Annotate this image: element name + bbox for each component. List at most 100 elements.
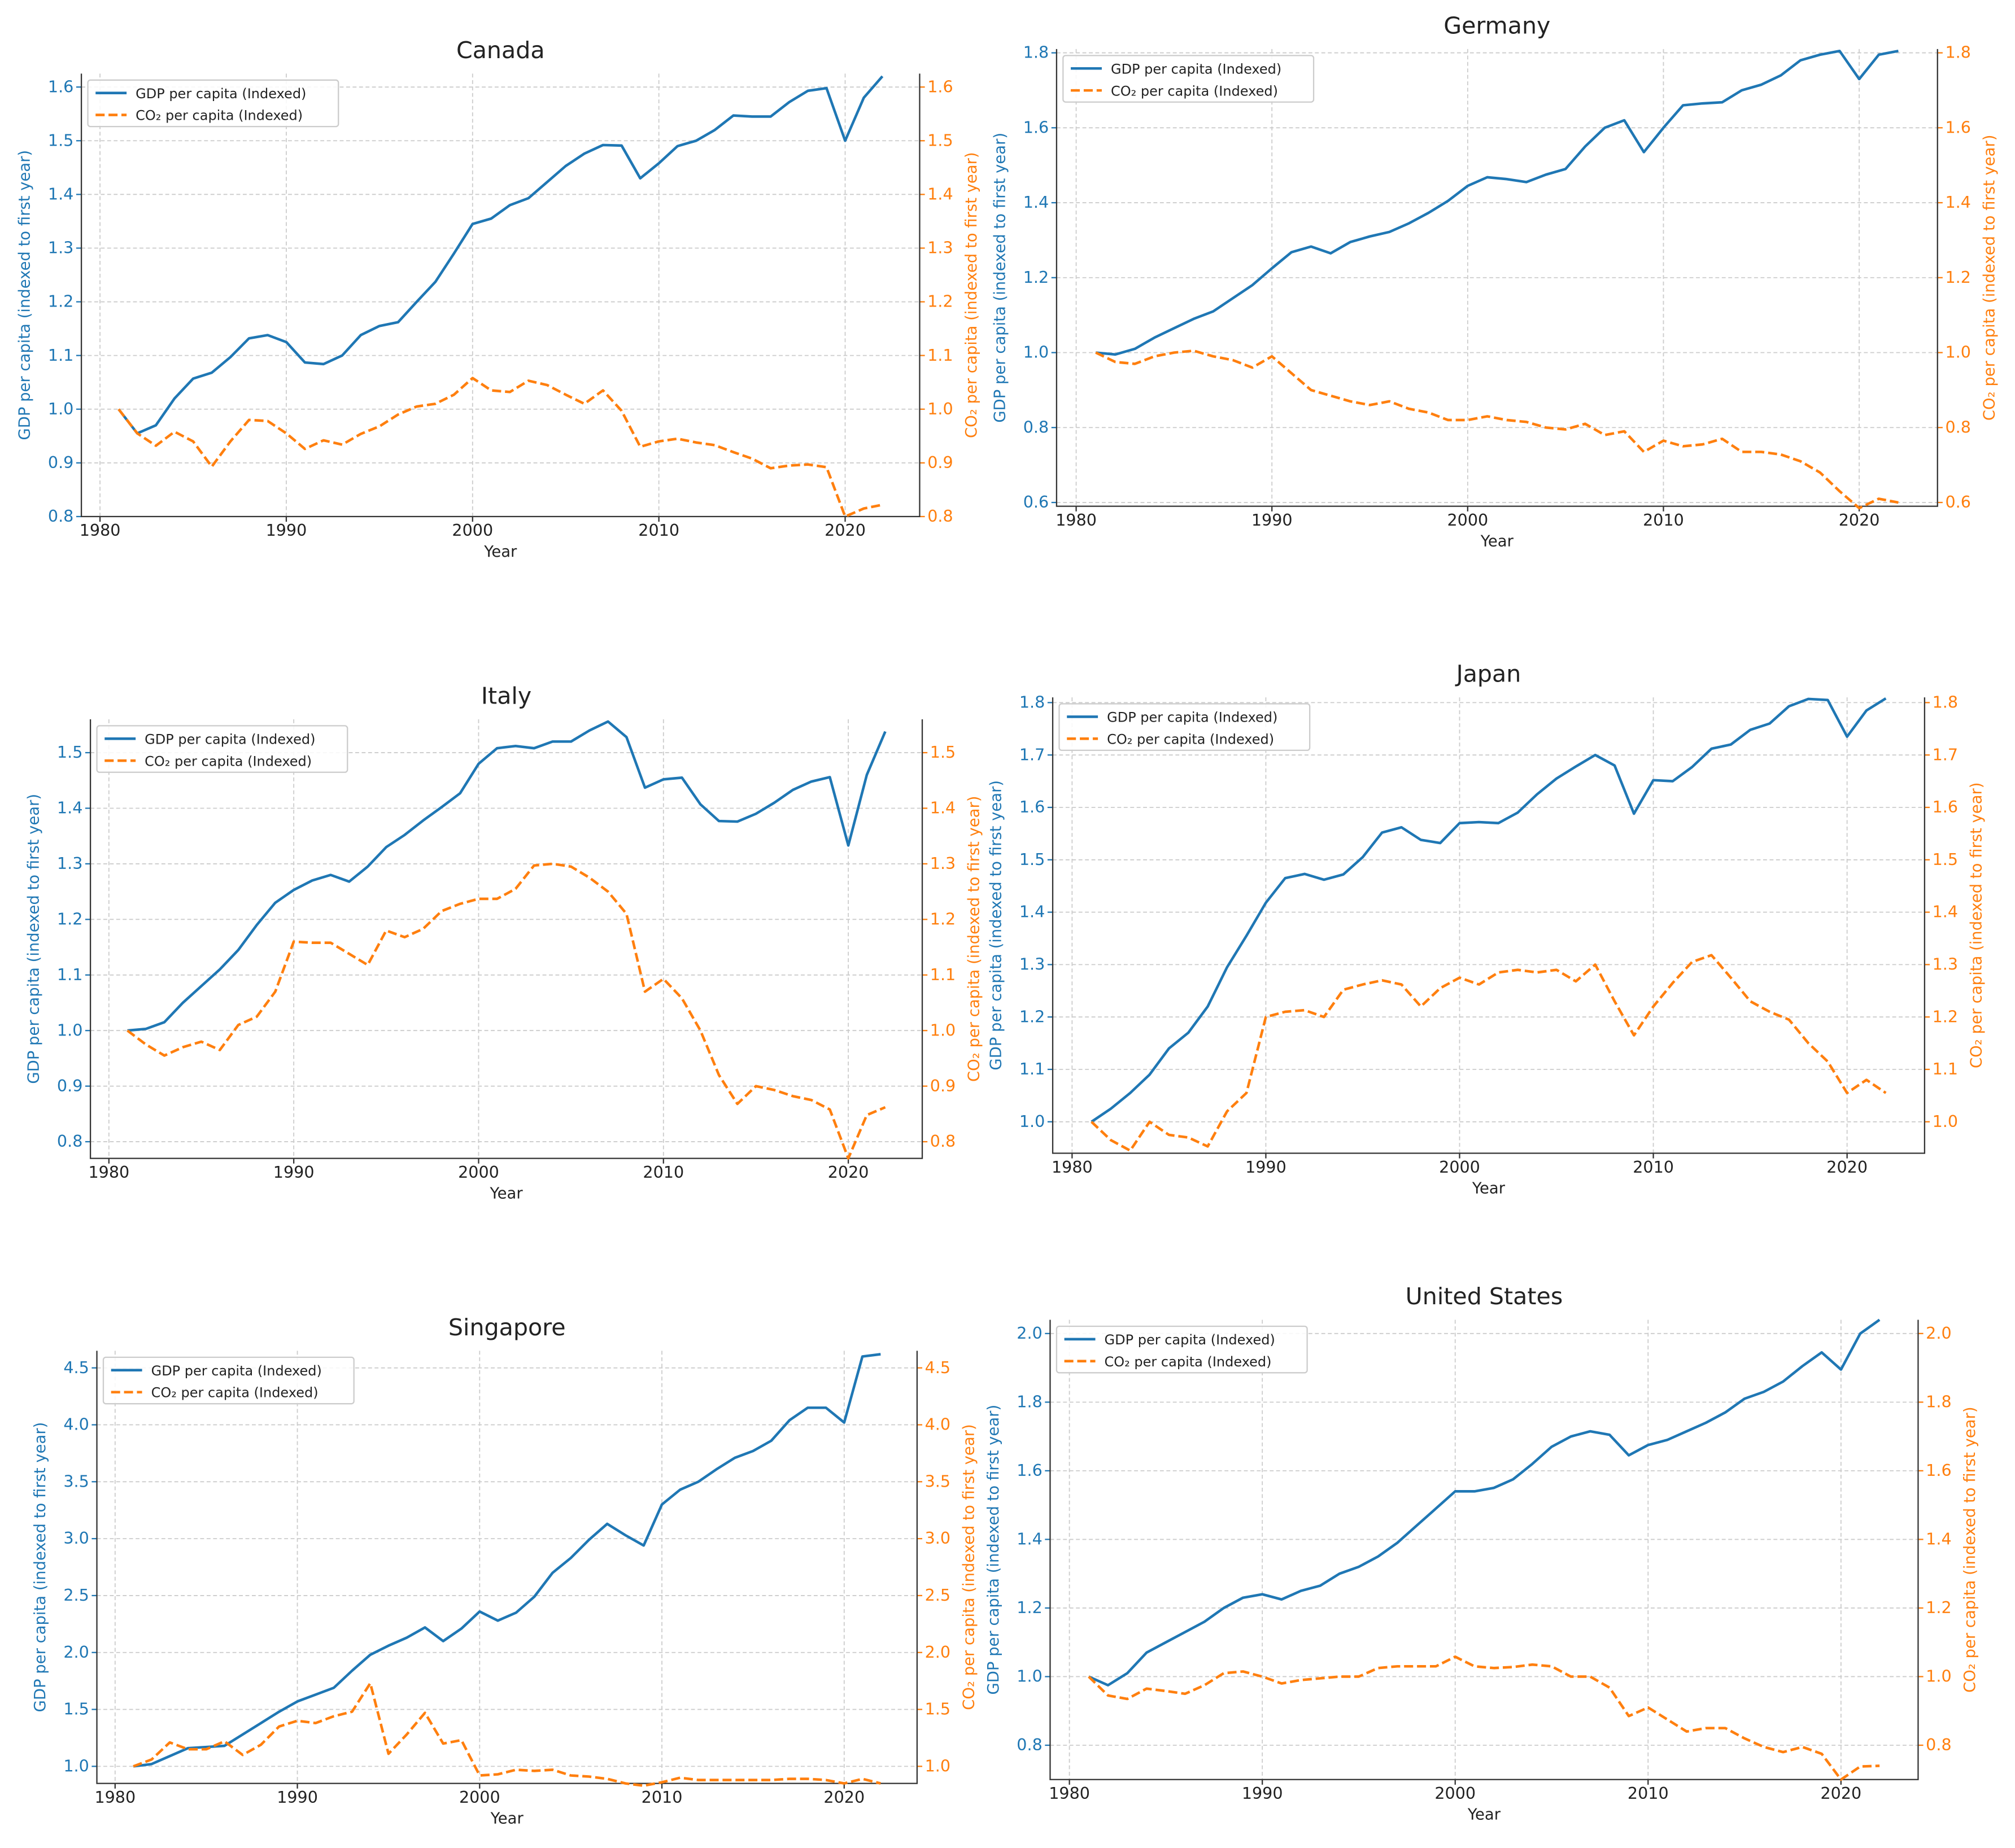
- y2-tick-label: 0.6: [1945, 492, 1970, 512]
- x-tick-label: 2020: [828, 1163, 869, 1182]
- y-tick-label: 1.3: [57, 854, 82, 873]
- y-axis-label: GDP per capita (indexed to first year): [25, 794, 43, 1084]
- axis-spine: [89, 719, 923, 1159]
- y2-tick-label: 3.0: [925, 1528, 950, 1548]
- y-tick-label: 1.6: [1019, 797, 1045, 816]
- y2-tick-label: 1.6: [1926, 1461, 1951, 1480]
- legend-box: [102, 1356, 355, 1405]
- x-tick-label: 1990: [277, 1788, 318, 1807]
- y-tick-label: 1.8: [1023, 43, 1049, 62]
- x-tick-label: 2020: [1839, 510, 1880, 530]
- x-tick-label: 2020: [823, 1788, 865, 1807]
- chart-title: United States: [1406, 1283, 1563, 1310]
- y-tick-label: 1.5: [48, 130, 73, 150]
- x-axis-label: Year: [1472, 1179, 1506, 1197]
- x-tick-label: 2020: [825, 521, 866, 540]
- y2-tick-label: 1.4: [1926, 1530, 1951, 1549]
- y2-tick-label: 1.6: [1945, 117, 1970, 137]
- y2-tick-label: 0.8: [1945, 417, 1970, 436]
- x-tick-label: 2000: [1439, 1157, 1480, 1177]
- x-axis-label: Year: [490, 1185, 524, 1203]
- y2-tick-label: 1.8: [1926, 1392, 1951, 1412]
- y2-tick-label: 1.3: [1933, 955, 1958, 974]
- y-tick-label: 0.9: [57, 1076, 82, 1095]
- y-axis-label: GDP per capita (indexed to first year): [16, 150, 34, 440]
- y-tick-label: 1.5: [63, 1700, 89, 1719]
- chart-title: Canada: [456, 37, 545, 64]
- legend-label: CO₂ per capita (Indexed): [136, 108, 303, 124]
- y-tick-label: 0.6: [1023, 492, 1049, 512]
- y2-tick-label: 1.2: [1933, 1007, 1958, 1026]
- y2-tick-label: 0.8: [1926, 1735, 1951, 1754]
- y2-tick-label: 0.9: [927, 453, 953, 472]
- y-tick-label: 1.5: [1019, 850, 1045, 869]
- y-tick-label: 1.4: [1019, 902, 1045, 921]
- x-tick-label: 2000: [458, 1163, 499, 1182]
- y-tick-label: 3.5: [63, 1471, 89, 1491]
- x-tick-label: 2010: [642, 1788, 683, 1807]
- legend-label: GDP per capita (Indexed): [1111, 61, 1281, 77]
- y2-tick-label: 1.3: [930, 854, 956, 873]
- series-line: [1091, 954, 1887, 1152]
- x-axis-label: Year: [1480, 533, 1514, 551]
- y2-tick-label: 0.8: [927, 506, 953, 526]
- y-tick-label: 1.0: [1017, 1667, 1042, 1686]
- series-line: [133, 1353, 881, 1768]
- y2-tick-label: 1.2: [1945, 268, 1970, 287]
- x-tick-label: 1980: [1049, 1784, 1090, 1803]
- x-tick-label: 1990: [266, 521, 307, 540]
- series-line: [133, 1681, 881, 1787]
- chart-title: Italy: [481, 683, 531, 710]
- y-tick-label: 1.4: [1017, 1530, 1042, 1549]
- x-tick-label: 2000: [452, 521, 493, 540]
- y-tick-label: 1.0: [1019, 1112, 1045, 1131]
- y2-tick-label: 1.1: [930, 965, 956, 984]
- x-tick-label: 2010: [638, 521, 679, 540]
- y2-axis-label: CO₂ per capita (indexed to first year): [966, 796, 983, 1082]
- y2-tick-label: 1.2: [1926, 1598, 1951, 1617]
- y2-tick-label: 4.5: [925, 1358, 950, 1377]
- x-tick-label: 1980: [1052, 1157, 1093, 1177]
- y2-tick-label: 1.0: [1945, 343, 1970, 362]
- legend-label: CO₂ per capita (Indexed): [1107, 731, 1274, 747]
- y2-tick-label: 2.5: [925, 1585, 950, 1605]
- y-tick-label: 4.5: [63, 1358, 89, 1377]
- y2-tick-label: 2.0: [925, 1642, 950, 1662]
- legend-label: GDP per capita (Indexed): [1105, 1332, 1275, 1348]
- y2-tick-label: 1.1: [1933, 1059, 1958, 1078]
- x-tick-label: 2020: [1826, 1157, 1868, 1177]
- y-tick-label: 2.0: [1017, 1323, 1042, 1343]
- chart-title: Germany: [1443, 12, 1550, 39]
- y-tick-label: 1.0: [1023, 343, 1049, 362]
- y-tick-label: 4.0: [63, 1415, 89, 1434]
- x-axis-label: Year: [490, 1810, 524, 1828]
- y-tick-label: 1.0: [48, 399, 73, 418]
- y-tick-label: 1.2: [48, 292, 73, 311]
- axis-spine: [96, 1351, 918, 1784]
- legend-box: [87, 79, 339, 128]
- y-tick-label: 1.2: [1017, 1598, 1042, 1617]
- y-tick-label: 1.1: [1019, 1059, 1045, 1078]
- legend-box: [1058, 703, 1311, 752]
- y-tick-label: 0.8: [1017, 1735, 1042, 1754]
- y2-tick-label: 1.4: [930, 798, 956, 818]
- y-axis-label: GDP per capita (indexed to first year): [32, 1422, 49, 1712]
- y2-axis-label: CO₂ per capita (indexed to first year): [1968, 783, 1986, 1068]
- y-tick-label: 2.5: [63, 1585, 89, 1605]
- legend-label: GDP per capita (Indexed): [151, 1363, 322, 1379]
- y2-tick-label: 0.8: [930, 1131, 956, 1151]
- y-tick-label: 1.1: [48, 346, 73, 365]
- y-tick-label: 0.9: [48, 453, 73, 472]
- y2-axis-label: CO₂ per capita (indexed to first year): [1961, 1406, 1979, 1692]
- y2-tick-label: 1.0: [930, 1020, 956, 1039]
- x-tick-label: 2020: [1820, 1784, 1861, 1803]
- x-tick-label: 2000: [1447, 510, 1488, 530]
- x-tick-label: 2000: [459, 1788, 500, 1807]
- series-line: [127, 862, 886, 1160]
- x-tick-label: 1990: [1245, 1157, 1286, 1177]
- series-line: [1088, 1318, 1881, 1687]
- axis-spine: [80, 73, 921, 518]
- y2-tick-label: 0.9: [930, 1076, 956, 1095]
